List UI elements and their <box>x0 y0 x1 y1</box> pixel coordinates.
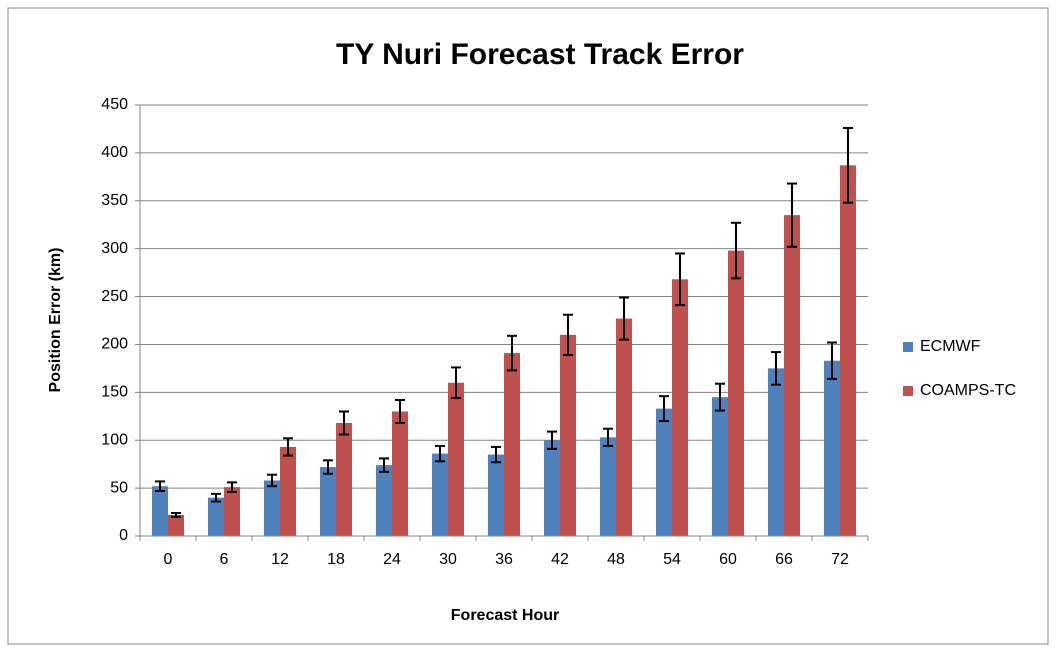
error-bar <box>491 445 501 464</box>
error-bar <box>379 457 389 473</box>
error-bar <box>211 492 221 503</box>
bar <box>544 440 560 536</box>
bar <box>784 215 800 536</box>
x-tick-label: 54 <box>663 551 681 568</box>
chart-title: TY Nuri Forecast Track Error <box>336 38 744 71</box>
error-bar <box>323 459 333 475</box>
bar <box>616 318 632 536</box>
bar <box>504 353 520 536</box>
error-bar <box>603 427 613 447</box>
x-tick-label: 12 <box>271 551 289 568</box>
error-bar <box>827 341 837 380</box>
error-bar <box>395 398 405 424</box>
legend-label: ECMWF <box>920 338 981 355</box>
error-bar <box>339 410 349 436</box>
chart-frame <box>7 7 1049 645</box>
y-tick-label: 50 <box>110 479 128 496</box>
bar <box>672 279 688 536</box>
bar <box>840 165 856 536</box>
legend-swatch <box>903 386 913 396</box>
error-bar <box>619 296 629 341</box>
bar <box>712 397 728 536</box>
error-bar <box>771 351 781 386</box>
bar <box>280 446 296 536</box>
error-bar <box>787 182 797 248</box>
bar <box>600 437 616 536</box>
y-axis-title: Position Error (km) <box>47 248 64 393</box>
bar <box>768 368 784 536</box>
legend-swatch <box>903 342 913 352</box>
bar <box>376 465 392 536</box>
x-tick-label: 18 <box>327 551 345 568</box>
error-bar <box>451 366 461 400</box>
bar <box>168 514 184 536</box>
x-tick-label: 24 <box>383 551 401 568</box>
error-bar <box>731 221 741 280</box>
bar <box>824 360 840 536</box>
bar <box>656 408 672 536</box>
x-tick-label: 36 <box>495 551 513 568</box>
y-tick-label: 0 <box>119 527 128 544</box>
error-bar <box>843 126 853 204</box>
x-axis-title: Forecast Hour <box>451 607 559 624</box>
bar <box>264 480 280 536</box>
error-bar <box>435 444 445 463</box>
x-tick-label: 6 <box>220 551 229 568</box>
error-bar <box>715 382 725 412</box>
error-bar <box>563 313 573 356</box>
legend-label: COAMPS-TC <box>920 382 1016 399</box>
bar <box>336 422 352 536</box>
x-tick-label: 60 <box>719 551 737 568</box>
error-bar <box>283 437 293 457</box>
x-tick-label: 30 <box>439 551 457 568</box>
x-tick-label: 72 <box>831 551 849 568</box>
bar <box>152 486 168 536</box>
x-tick-label: 66 <box>775 551 793 568</box>
bar <box>728 250 744 537</box>
y-tick-label: 450 <box>101 96 128 113</box>
bar <box>432 453 448 536</box>
y-tick-label: 100 <box>101 431 128 448</box>
error-bar <box>675 252 685 307</box>
bar <box>224 487 240 536</box>
error-bar <box>171 512 181 518</box>
error-bar <box>659 395 669 423</box>
bar <box>320 467 336 536</box>
x-tick-label: 42 <box>551 551 569 568</box>
bar <box>560 334 576 536</box>
error-bar <box>227 481 237 493</box>
error-bar <box>267 473 277 488</box>
bar <box>392 411 408 536</box>
y-tick-label: 350 <box>101 192 128 209</box>
bar <box>448 382 464 536</box>
y-tick-label: 150 <box>101 384 128 401</box>
bar <box>488 454 504 536</box>
x-tick-label: 48 <box>607 551 625 568</box>
y-tick-label: 200 <box>101 336 128 353</box>
error-bar <box>155 480 165 492</box>
x-tick-label: 0 <box>164 551 173 568</box>
y-tick-label: 300 <box>101 240 128 257</box>
bar <box>208 497 224 536</box>
error-bar <box>507 334 517 372</box>
error-bar <box>547 430 557 450</box>
y-tick-label: 400 <box>101 144 128 161</box>
y-tick-label: 250 <box>101 288 128 305</box>
